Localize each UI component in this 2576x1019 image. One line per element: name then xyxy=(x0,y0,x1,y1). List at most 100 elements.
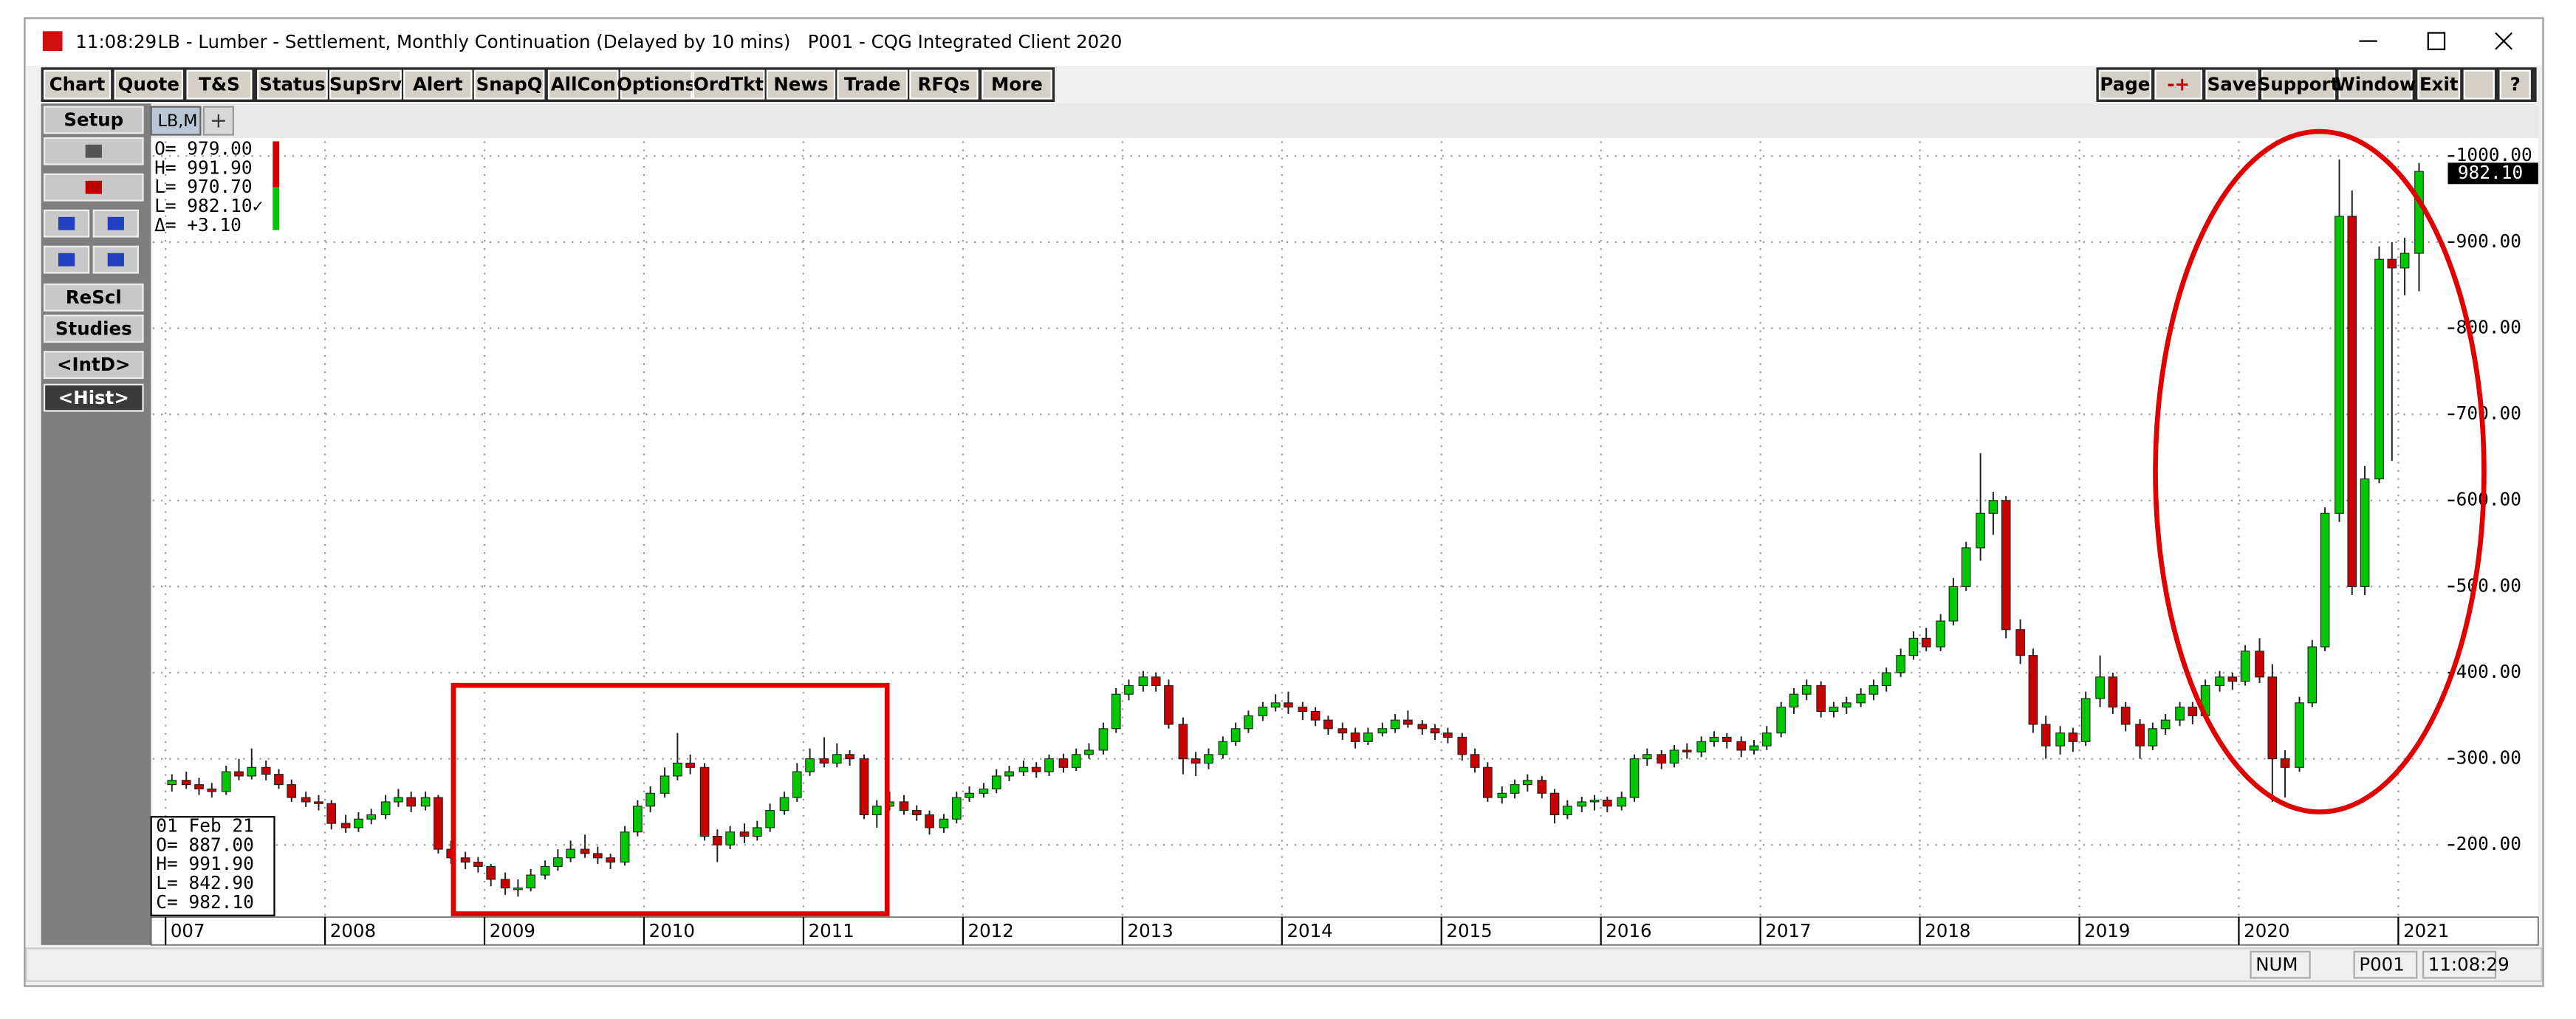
candle-body xyxy=(2320,512,2330,648)
info-box-line: C= 982.10 xyxy=(156,891,254,913)
candle-body xyxy=(1816,685,1826,713)
candle-body xyxy=(779,797,789,812)
x-tick-label: 2015 xyxy=(1446,920,1492,941)
candle-body xyxy=(526,874,536,889)
toolbar-icon-button[interactable] xyxy=(2463,69,2495,100)
toolbar-button[interactable] xyxy=(692,69,765,100)
time-axis xyxy=(150,916,2539,946)
candle-body xyxy=(500,879,510,889)
candle-body xyxy=(1841,702,1852,708)
candle-body xyxy=(314,801,323,804)
candle-body xyxy=(2015,629,2025,656)
candle-body xyxy=(819,758,829,764)
candle-body xyxy=(1549,792,1560,815)
candle-body xyxy=(2387,258,2397,269)
toolbar-button[interactable] xyxy=(547,69,619,100)
toolbar-button[interactable] xyxy=(2098,69,2151,100)
x-tick-label: 2017 xyxy=(1765,920,1811,941)
maximize-button[interactable] xyxy=(2427,32,2446,50)
candle-body xyxy=(739,831,750,837)
toolbar-button[interactable] xyxy=(257,69,328,100)
candle-body xyxy=(261,766,271,775)
x-tick-label: 2019 xyxy=(2084,920,2130,941)
side-button[interactable] xyxy=(43,383,144,412)
candle-body xyxy=(2160,719,2171,730)
toolbar-button[interactable] xyxy=(2499,69,2531,100)
toolbar-button[interactable] xyxy=(2338,69,2413,100)
candle-body xyxy=(765,810,775,828)
candle-body xyxy=(673,762,682,777)
toolbar-button[interactable] xyxy=(43,69,112,100)
candle-body xyxy=(951,797,962,820)
candle-body xyxy=(2227,676,2238,682)
y-tick-label: 1000.00 xyxy=(2456,144,2532,165)
toolbar-button[interactable] xyxy=(2417,69,2461,100)
candle-body xyxy=(580,848,590,854)
toolbar-button-label: AllCon xyxy=(551,74,616,95)
toolbar-button[interactable] xyxy=(2154,69,2202,100)
candle-body xyxy=(1191,758,1201,764)
toolbar-button[interactable] xyxy=(186,69,253,100)
toolbar-button[interactable] xyxy=(2261,69,2336,100)
toolbar-button-label: More xyxy=(991,74,1043,95)
candle-body xyxy=(752,827,762,837)
candle-body xyxy=(1669,749,1679,764)
toolbar-button[interactable] xyxy=(620,69,693,100)
close-button[interactable] xyxy=(2495,32,2513,50)
side-button[interactable] xyxy=(43,106,144,134)
candle-body xyxy=(566,848,575,859)
candle-body xyxy=(1483,766,1493,798)
ohlc-legend-line: H= 991.90 xyxy=(154,157,253,178)
side-icon xyxy=(58,216,75,230)
candle-body xyxy=(699,766,710,837)
candle-body xyxy=(1577,801,1587,807)
candle-body xyxy=(2255,651,2264,678)
chart-tab[interactable] xyxy=(150,106,202,136)
status-bar xyxy=(25,947,2543,982)
toolbar-button[interactable] xyxy=(403,69,473,100)
side-button-label: Studies xyxy=(55,318,132,339)
candle-body xyxy=(1749,745,1759,751)
toolbar-button[interactable] xyxy=(982,69,1052,100)
toolbar-button[interactable] xyxy=(2205,69,2258,100)
candle-body xyxy=(1403,719,1413,725)
candle-body xyxy=(1230,728,1241,742)
candle-body xyxy=(1470,754,1480,768)
info-box-line: H= 991.90 xyxy=(156,853,254,874)
toolbar-button[interactable] xyxy=(766,69,836,100)
toolbar-button[interactable] xyxy=(909,69,979,100)
x-tick-label: 2021 xyxy=(2403,920,2449,941)
candle-body xyxy=(2175,707,2185,721)
toolbar-button[interactable] xyxy=(837,69,908,100)
status-cell xyxy=(2353,950,2418,979)
candle-body xyxy=(2267,676,2278,760)
side-button[interactable] xyxy=(43,351,144,380)
side-button[interactable] xyxy=(43,315,144,343)
toolbar-button[interactable] xyxy=(114,69,184,100)
x-tick-label: 2010 xyxy=(649,920,695,941)
title-bar xyxy=(26,19,2542,66)
side-button[interactable] xyxy=(43,283,144,312)
x-tick-label: 2020 xyxy=(2244,920,2289,941)
candle-body xyxy=(1602,800,1612,807)
candle-body xyxy=(1284,702,1293,708)
toolbar-button[interactable] xyxy=(329,69,402,100)
side-icon-button[interactable] xyxy=(43,137,144,165)
candle-body xyxy=(1151,676,1161,687)
side-button-label: <Hist> xyxy=(58,387,129,408)
toolbar-button-label: Status xyxy=(259,74,325,95)
side-icon xyxy=(58,253,75,267)
side-panel xyxy=(41,103,151,945)
side-icon xyxy=(107,216,124,230)
candle-body xyxy=(1430,728,1440,734)
toolbar-button-label: SupSrv xyxy=(329,74,402,95)
candle-body xyxy=(1868,685,1879,695)
candle-body xyxy=(1856,693,1866,704)
candle-body xyxy=(2307,646,2318,704)
candle-body xyxy=(1018,766,1029,772)
toolbar-button-label: Page xyxy=(2100,74,2150,95)
candle-body xyxy=(1657,754,1667,764)
candle-body xyxy=(939,818,949,828)
toolbar-button[interactable] xyxy=(473,69,545,100)
y-tick-label: 300.00 xyxy=(2456,747,2521,769)
